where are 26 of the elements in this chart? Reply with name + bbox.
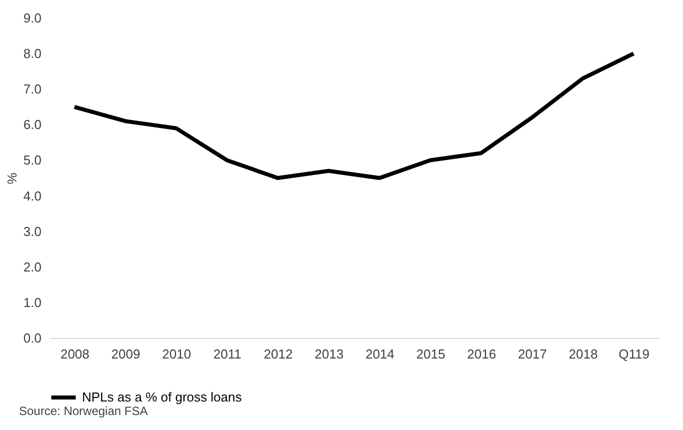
x-tick-label: 2014 xyxy=(365,346,394,362)
x-tick-label: 2011 xyxy=(213,346,242,362)
x-tick-label: 2009 xyxy=(111,346,140,362)
x-tick-label: 2012 xyxy=(264,346,293,362)
x-tick-label: 2008 xyxy=(60,346,90,362)
y-tick-label: 2.0 xyxy=(23,259,42,274)
x-tick-label: 2018 xyxy=(568,346,598,362)
x-tick-label: Q119 xyxy=(618,346,650,362)
y-tick-label: 7.0 xyxy=(23,82,42,97)
x-tick-label: 2017 xyxy=(518,346,547,362)
x-tick-label: 2013 xyxy=(314,346,344,362)
x-tick-label: 2010 xyxy=(162,346,192,362)
x-tick-label: 2016 xyxy=(467,346,496,362)
y-axis-title: % xyxy=(4,172,20,184)
legend-label: NPLs as a % of gross loans xyxy=(82,390,242,404)
y-tick-label: 6.0 xyxy=(23,117,42,132)
x-tick-label: 2015 xyxy=(416,346,446,362)
y-tick-label: 8.0 xyxy=(23,46,42,62)
source-note: Source: Norwegian FSA xyxy=(19,404,148,418)
y-tick-label: 3.0 xyxy=(23,224,42,239)
y-tick-label: 4.0 xyxy=(23,188,42,204)
y-tick-label: 5.0 xyxy=(23,152,42,168)
y-tick-label: 1.0 xyxy=(23,294,42,310)
line-series xyxy=(72,52,636,180)
y-tick-label: 9.0 xyxy=(23,10,42,26)
y-tick-label: 0.0 xyxy=(23,330,42,346)
